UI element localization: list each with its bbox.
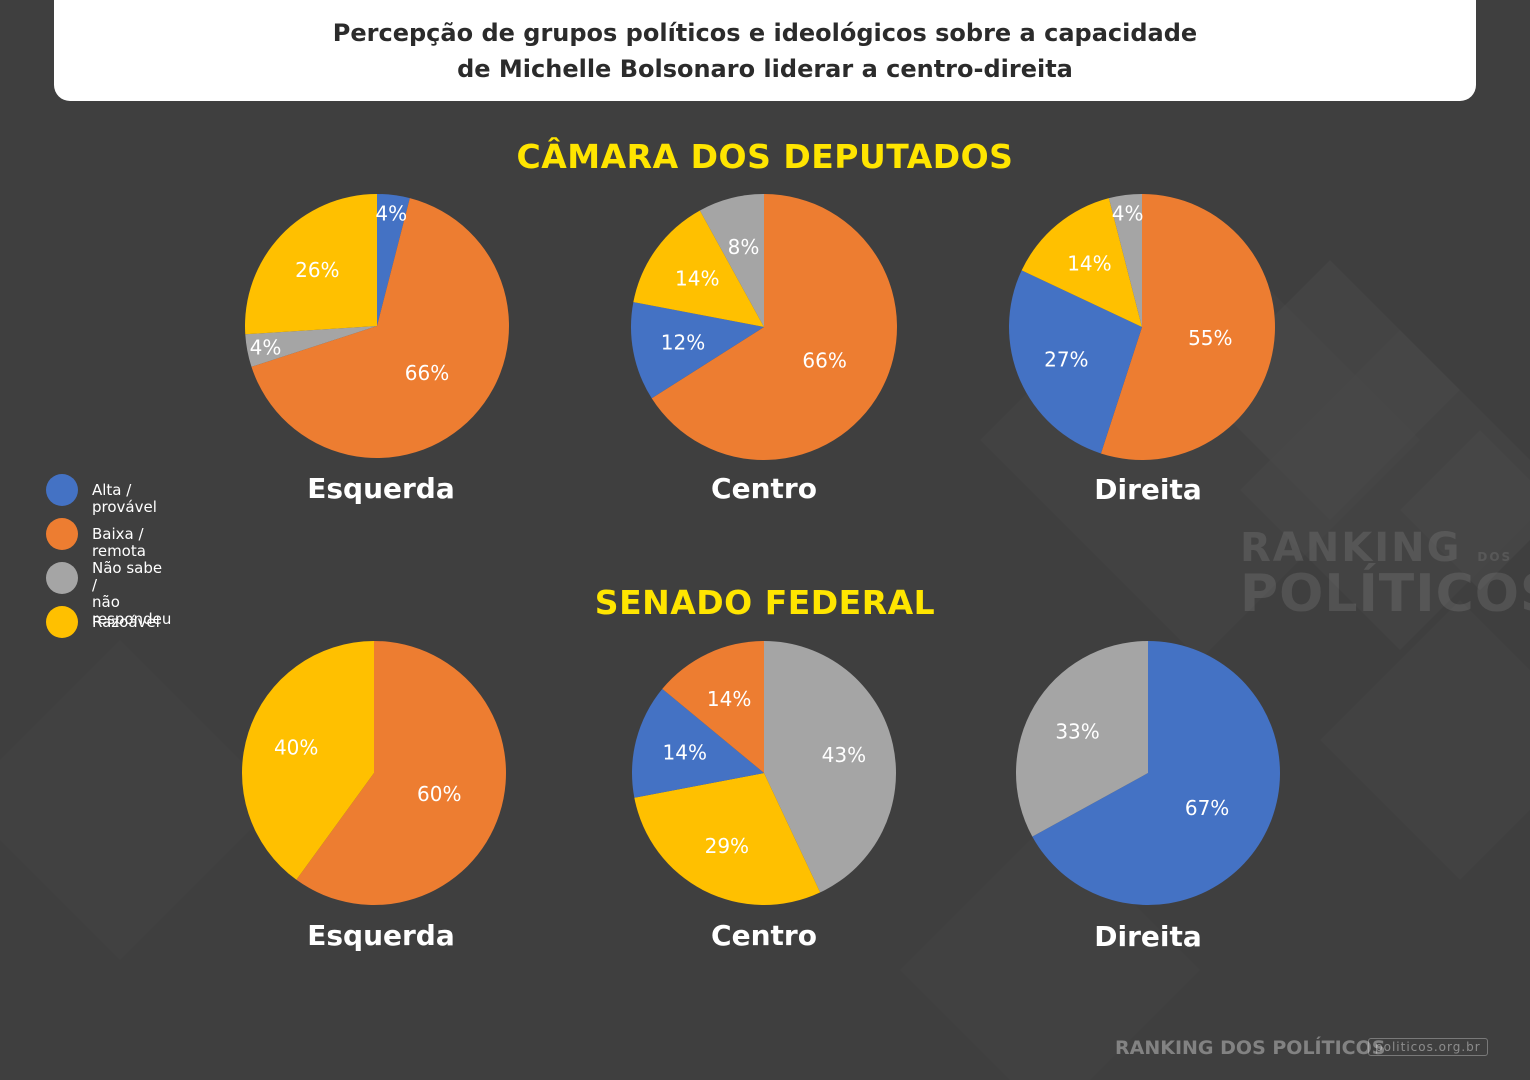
slice-data-label: 66% <box>405 361 449 385</box>
pie-slice <box>251 198 509 458</box>
section-title-senado: SENADO FEDERAL <box>594 583 936 622</box>
chart-title-line-2: de Michelle Bolsonaro liderar a centro-d… <box>457 54 1073 83</box>
pie-camara-centro: 66% 12% 14% 8% <box>631 194 897 460</box>
pie-senado-esquerda: 60% 40% <box>242 641 506 905</box>
slice-data-label: 29% <box>705 834 749 858</box>
watermark-logo: RANKING DOS POLÍTICOS <box>1240 528 1530 620</box>
pie-slice <box>632 688 764 798</box>
slice-data-label: 4% <box>375 201 407 225</box>
legend-swatch-razoavel <box>46 606 78 638</box>
slice-data-label: 4% <box>1112 202 1144 226</box>
pie-title-senado-direita: Direita <box>1094 920 1202 953</box>
pie-camara-esquerda: 4% 66% 4% 26% <box>245 194 509 458</box>
legend-label-alta: Alta / provável <box>92 481 157 516</box>
slice-data-label: 14% <box>1067 251 1111 275</box>
watermark-line-1: RANKING <box>1240 525 1462 571</box>
pie-slice <box>1021 198 1142 327</box>
slice-data-label: 26% <box>295 258 339 282</box>
pie-slice <box>242 641 374 880</box>
slice-data-label: 14% <box>675 267 719 291</box>
legend-swatch-baixa <box>46 518 78 550</box>
watermark-line-2: POLÍTICOS <box>1240 564 1530 624</box>
pie-title-camara-direita: Direita <box>1094 473 1202 506</box>
slice-data-label: 4% <box>250 335 282 359</box>
pie-slice <box>1100 194 1275 460</box>
legend-label-baixa: Baixa / remota <box>92 525 146 560</box>
pie-slice <box>1016 641 1148 837</box>
footer-brand: RANKING DOS POLÍTICOS <box>1115 1037 1386 1059</box>
pie-title-senado-esquerda: Esquerda <box>307 919 455 952</box>
pie-slice <box>699 194 764 327</box>
pie-title-senado-centro: Centro <box>711 919 817 952</box>
pie-slice <box>651 194 897 460</box>
slice-data-label: 27% <box>1044 348 1088 372</box>
title-box: Percepção de grupos políticos e ideológi… <box>54 0 1476 101</box>
legend-label-nao-sabe: Não sabe / não respondeu <box>92 559 172 628</box>
slice-data-label: 55% <box>1188 326 1232 350</box>
section-title-camara: CÂMARA DOS DEPUTADOS <box>516 137 1014 176</box>
pie-slice <box>631 302 764 399</box>
pie-slice <box>245 326 377 367</box>
slice-data-label: 14% <box>707 687 751 711</box>
slice-data-label: 33% <box>1055 719 1099 743</box>
legend-swatch-alta <box>46 474 78 506</box>
footer-url[interactable]: politicos.org.br <box>1368 1038 1488 1056</box>
pie-slice <box>764 641 896 893</box>
slice-data-label: 14% <box>663 741 707 765</box>
slice-data-label: 8% <box>728 235 760 259</box>
pie-slice <box>296 641 506 905</box>
slice-data-label: 12% <box>661 330 705 354</box>
slice-data-label: 67% <box>1185 796 1229 820</box>
pie-slice <box>1032 641 1280 905</box>
pie-title-camara-esquerda: Esquerda <box>307 472 455 505</box>
pie-senado-direita: 67% 33% <box>1016 641 1280 905</box>
watermark-small: DOS <box>1477 550 1513 564</box>
pie-slice <box>633 210 764 327</box>
slice-data-label: 66% <box>802 348 846 372</box>
legend-label-razoavel: Razoável <box>92 613 160 631</box>
pie-camara-direita: 55% 27% 14% 4% <box>1009 194 1275 460</box>
pie-slice <box>377 194 410 326</box>
slice-data-label: 43% <box>822 743 866 767</box>
pie-slice <box>634 773 821 905</box>
pie-title-camara-centro: Centro <box>711 472 817 505</box>
legend-swatch-nao-sabe <box>46 562 78 594</box>
pie-senado-centro: 43% 29% 14% 14% <box>632 641 896 905</box>
pie-slice <box>662 641 764 773</box>
slice-data-label: 60% <box>417 782 461 806</box>
chart-title-line-1: Percepção de grupos políticos e ideológi… <box>332 18 1198 47</box>
pie-slice <box>1009 270 1142 454</box>
pie-slice <box>1108 194 1142 327</box>
slice-data-label: 40% <box>274 736 318 760</box>
pie-slice <box>245 194 377 335</box>
